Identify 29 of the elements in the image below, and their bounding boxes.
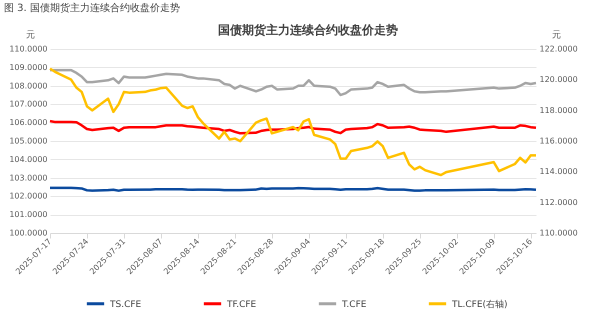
y-tick-label: 110.0000 [9, 44, 48, 54]
legend-label: T.CFE [341, 300, 367, 310]
y2-tick-label: 118.0000 [540, 106, 578, 115]
y2-tick-label: 112.0000 [540, 198, 578, 207]
legend-label: TF.CFE [226, 300, 257, 310]
y-tick-label: 106.0000 [9, 118, 48, 128]
y-tick-label: 105.0000 [9, 136, 48, 146]
y2-tick-label: 120.0000 [540, 75, 578, 84]
legend-label: TL.CFE(右轴) [451, 298, 508, 310]
y-tick-label: 104.0000 [9, 154, 48, 164]
y-tick-label: 100.0000 [9, 228, 48, 238]
line-series [48, 120, 538, 135]
legend-label: TS.CFE [109, 300, 142, 310]
chart-title: 国债期货主力连续合约收盘价走势 [218, 23, 398, 37]
line-series [48, 67, 538, 176]
y-tick-label: 102.0000 [9, 192, 48, 201]
caption: 图 3. 国债期货主力连续合约收盘价走势 [4, 2, 180, 14]
y-axis-title: 元 [26, 30, 35, 40]
y2-axis-title: 元 [552, 30, 561, 40]
y-tick-label: 109.0000 [9, 62, 48, 72]
y-tick-label: 101.0000 [9, 210, 48, 220]
y2-tick-label: 122.0000 [540, 44, 578, 54]
y2-tick-label: 116.0000 [540, 136, 578, 146]
line-series [48, 68, 538, 96]
y-tick-label: 107.0000 [9, 100, 48, 109]
y2-tick-label: 110.0000 [540, 228, 578, 238]
y-tick-label: 103.0000 [9, 173, 48, 182]
y2-tick-label: 114.0000 [540, 167, 578, 176]
y-tick-label: 108.0000 [9, 81, 48, 90]
